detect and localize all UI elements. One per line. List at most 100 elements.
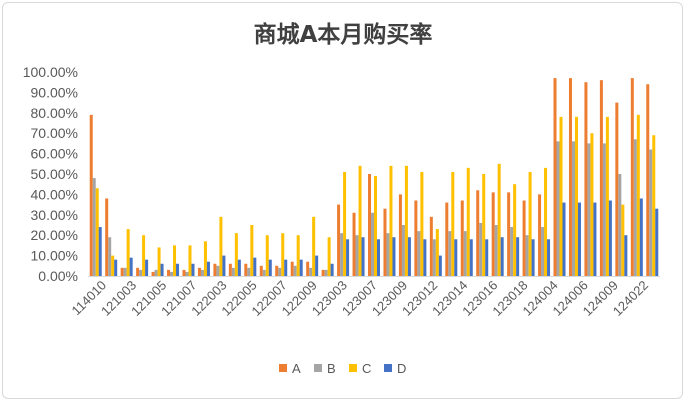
legend-label-b: B [327,361,336,376]
bar-a [167,269,171,276]
bar-a [306,261,310,276]
y-tick-label: 60.00% [31,146,78,162]
bar-b [216,265,220,276]
bar-a [383,208,387,276]
bar-c [605,116,609,276]
bar-c [636,114,640,276]
bar-b [494,225,498,276]
bar-d [423,239,427,276]
bar-d [547,239,551,276]
bar-d [655,208,659,276]
y-tick-label: 40.00% [31,186,78,202]
bar-b [510,227,514,276]
bar-b [170,271,174,276]
bar-c [142,235,146,276]
y-tick-label: 20.00% [31,227,78,243]
y-tick-label: 0.00% [38,268,78,284]
bar-b [340,233,344,276]
bar-a [538,194,542,276]
bar-c [435,229,439,276]
bar-b [262,269,266,276]
legend-swatch-b [314,364,322,372]
bar-c [296,235,300,276]
chart-title: 商城A本月购买率 [254,21,433,48]
y-tick-label: 80.00% [31,105,78,121]
bar-d [608,200,612,276]
bar-b [525,235,529,276]
bar-c [188,245,192,276]
bar-a [337,204,341,276]
bar-b [386,233,390,276]
y-tick-label: 50.00% [31,166,78,182]
legend-swatch-c [349,364,357,372]
bar-c [327,237,331,276]
bar-d [129,257,133,276]
bar-a [182,269,186,276]
bar-b [432,239,436,276]
bar-b [587,143,591,276]
bar-a [646,84,650,277]
bar-c [203,241,207,276]
bar-b [231,267,235,276]
bar-c [590,133,594,276]
bar-b [92,178,96,276]
bar-a [259,265,263,276]
bar-b [355,235,359,276]
bar-c [374,176,377,276]
bar-b [371,212,374,276]
bar-d [531,239,535,276]
bar-d [114,259,118,276]
bar-a [368,174,371,276]
bar-d [145,259,149,276]
bar-b [463,231,467,276]
bar-b [324,269,328,276]
bar-b [278,267,282,276]
bar-b [154,269,158,276]
bar-c [126,229,130,276]
bar-a [476,190,480,276]
bar-b [139,269,143,276]
bar-a [568,78,572,277]
bar-a [290,261,294,276]
bar-a [553,78,557,277]
bar-d [98,227,102,276]
bar-a [352,212,356,276]
bar-d [206,261,210,276]
bar-c [312,216,316,276]
legend: A B C D [279,361,406,376]
bar-b [649,149,653,276]
bar-d [485,239,489,276]
bar-c [219,216,223,276]
bar-c [513,184,517,276]
legend-label-d: D [397,361,406,376]
bar-c [111,255,115,276]
bar-a [105,198,109,276]
bar-c [574,116,578,276]
bar-c [528,171,532,276]
bar-c [482,174,486,276]
y-tick-label: 70.00% [31,125,78,141]
bar-a [460,200,464,276]
y-tick-label: 100.00% [23,64,78,80]
bars-group [89,78,659,277]
bar-a [197,267,201,276]
legend-swatch-d [384,364,392,372]
bar-a [244,263,248,276]
bar-c [157,247,161,276]
bar-d [624,235,628,276]
bar-d [361,237,365,276]
bar-d [299,259,303,276]
bar-c [389,165,393,276]
bar-b [417,231,421,276]
bar-a [228,263,232,276]
bar-d [469,239,473,276]
bar-b [108,237,112,276]
bar-d [438,255,442,276]
x-axis-ticks: 1140101210031210051210071220031220051220… [69,278,651,319]
bar-a [414,200,418,276]
bar-d [160,263,164,276]
legend-label-c: C [362,361,371,376]
bar-c [173,245,177,276]
bar-b [541,227,545,276]
y-tick-label: 10.00% [31,248,78,264]
